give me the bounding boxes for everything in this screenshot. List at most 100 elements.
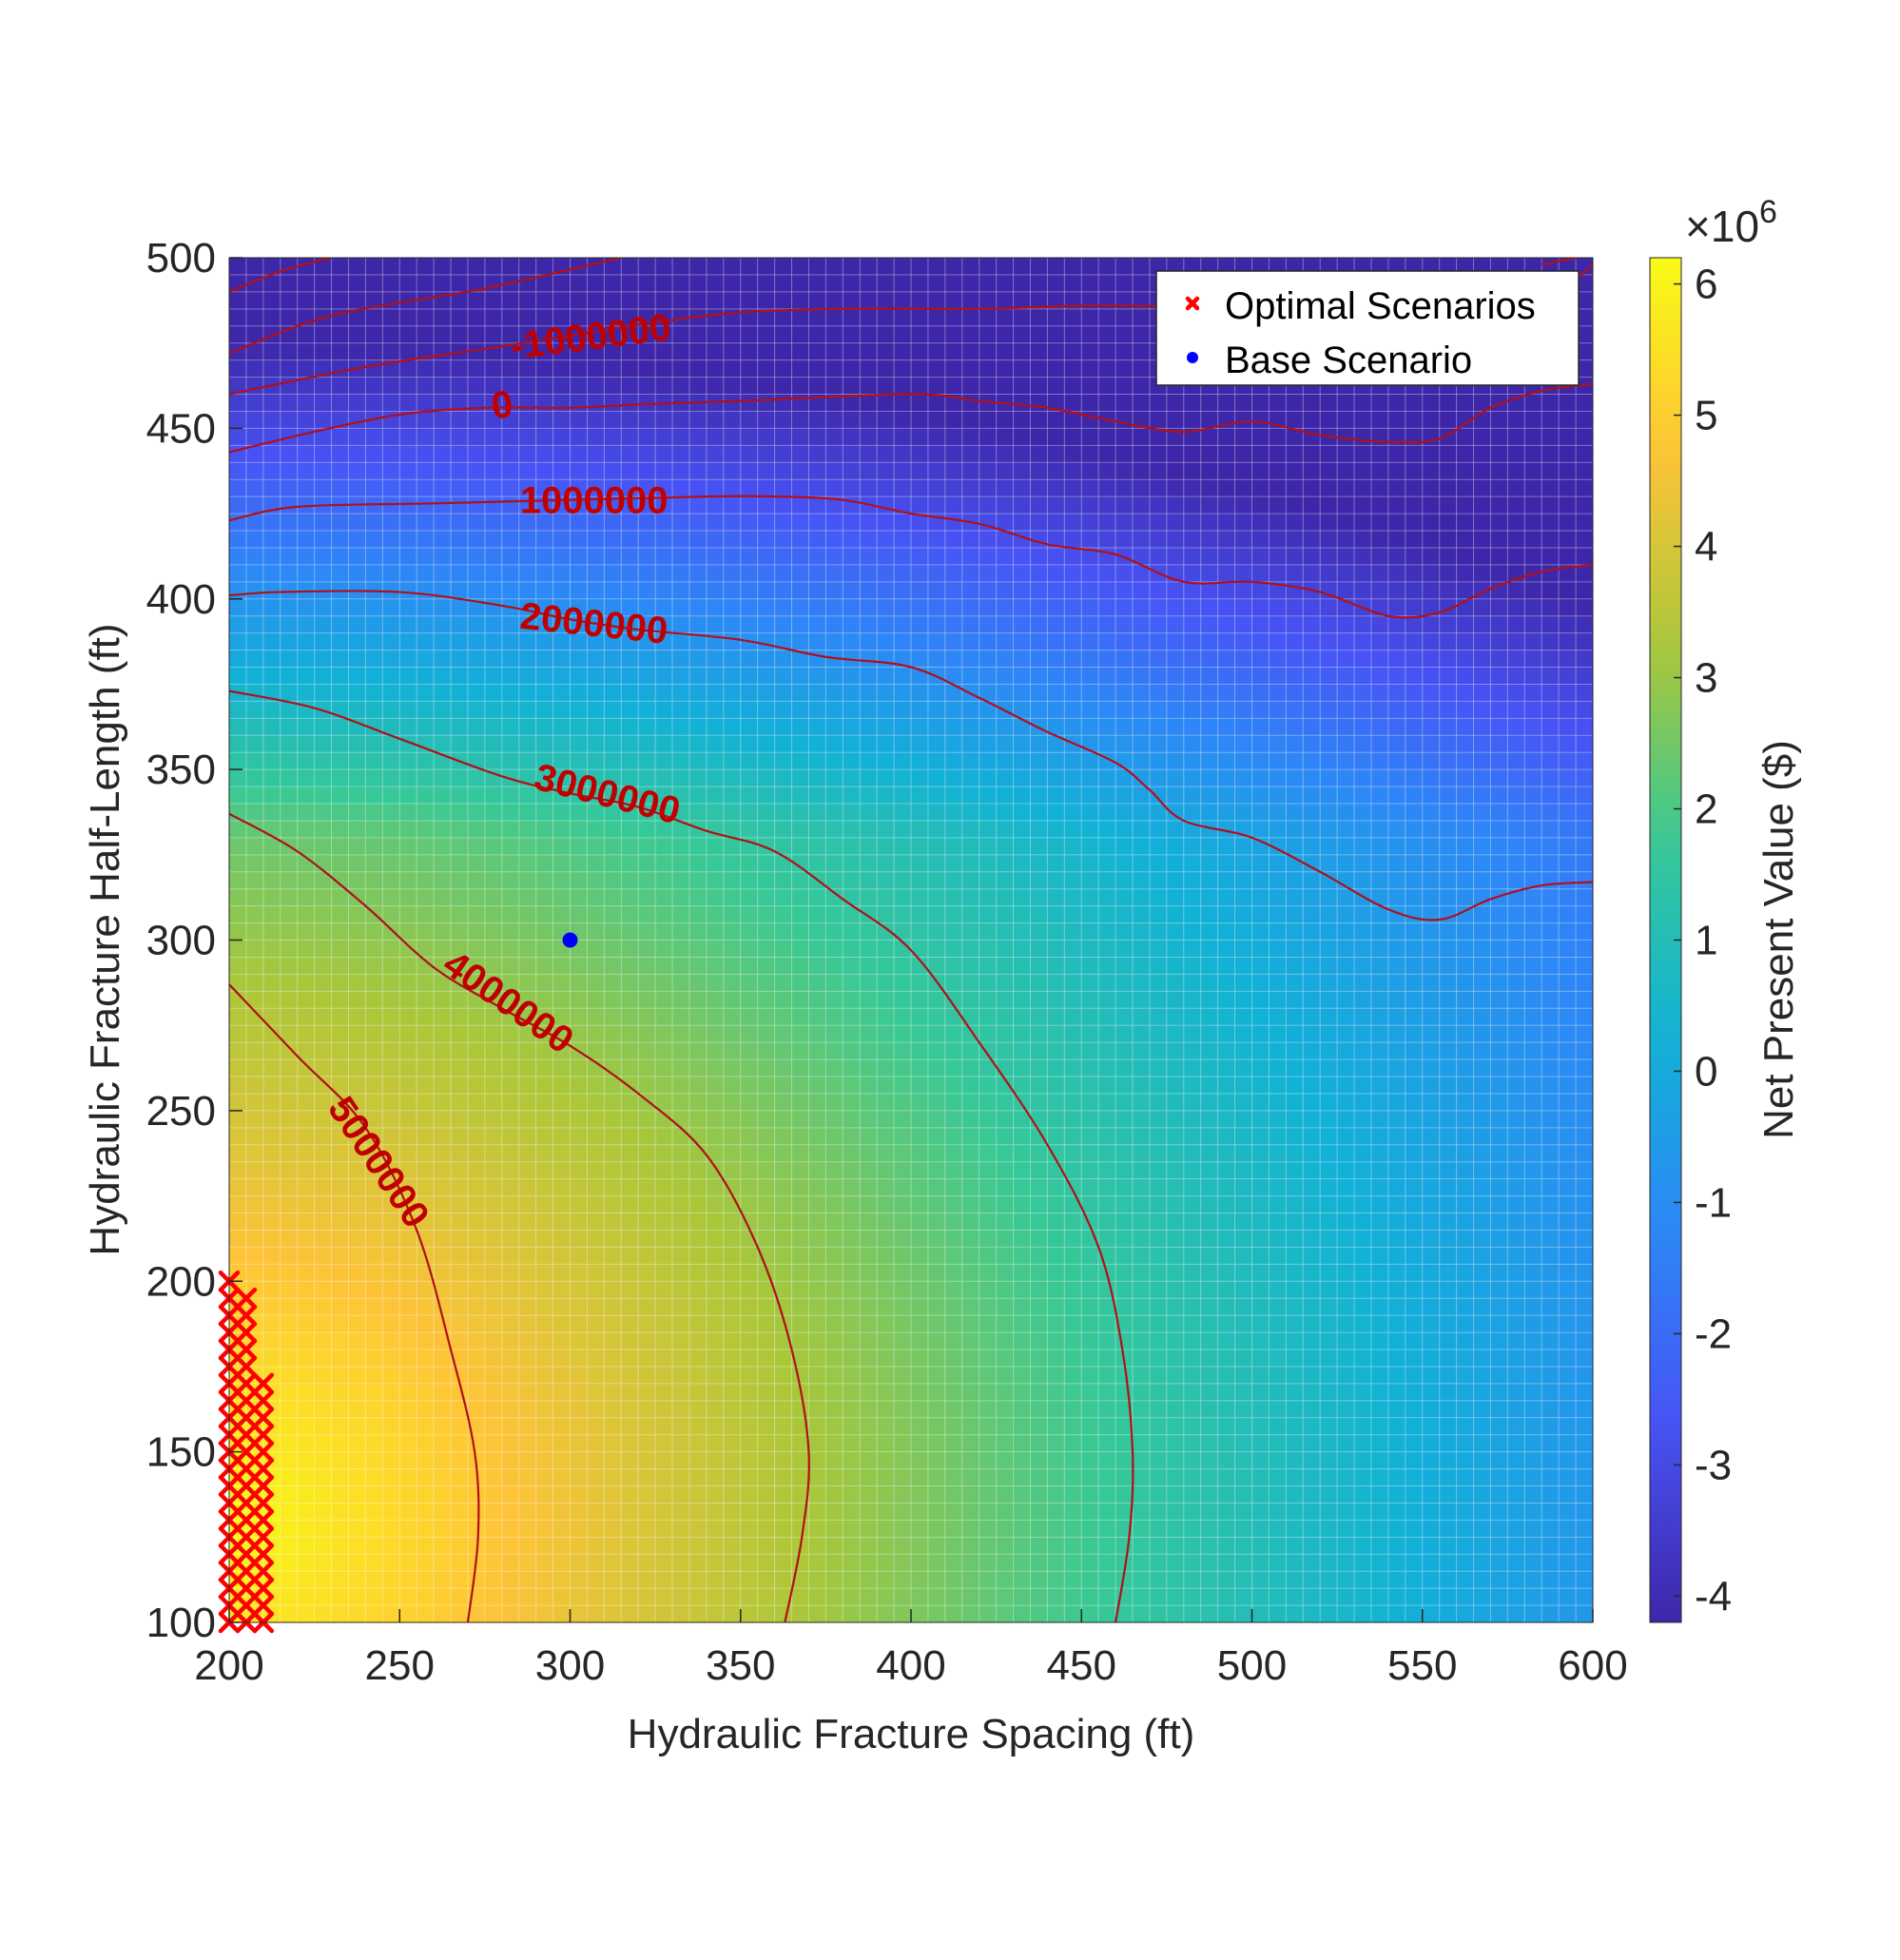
legend-entry-optimal: Optimal Scenarios [1185,285,1536,327]
colorbar-tick-label: 6 [1695,262,1717,308]
optimal-scenario-marker [252,1577,275,1600]
y-tick-label: 350 [146,747,216,793]
contour-label-text: 1000000 [520,480,669,522]
optimal-scenario-marker [252,1492,275,1514]
x-tick-label: 350 [706,1642,775,1689]
legend-entry-base: Base Scenario [1187,340,1472,381]
optimal-scenario-marker [235,1577,258,1600]
y-tick-label: 400 [146,576,216,623]
optimal-scenario-marker [235,1372,258,1395]
y-tick-label: 450 [146,405,216,452]
x-axis-label: Hydraulic Fracture Spacing (ft) [628,1711,1195,1757]
contour-line-5 [229,495,1593,619]
optimal-scenario-marker [235,1594,258,1617]
contour-lines [229,258,1593,1622]
colorbar-exponent: ×106 [1685,194,1777,251]
legend-x-glyph [1185,296,1200,311]
optimal-scenario-marker [235,1304,258,1327]
colorbar-tick-label: 2 [1695,786,1717,833]
optimal-scenario-marker [235,1441,258,1463]
contour-label-2: 1000000 [520,480,669,522]
colorbar-tick-label: 4 [1695,524,1717,571]
optimal-scenario-marker [235,1424,258,1446]
contour-line-0 [229,258,332,293]
colorbar-tick-label: 1 [1695,918,1717,964]
optimal-scenario-marker [252,1441,275,1463]
contour-line-6 [229,590,1593,922]
optimal-scenario-marker [235,1458,258,1480]
optimal-scenario-marker [235,1560,258,1582]
x-axis-ticks: 200 250 300 350 400 450 500 550 600 [194,1609,1628,1689]
optimal-scenario-marker [252,1389,275,1412]
x-tick-label: 500 [1217,1642,1287,1689]
colorbar-tick-label: -2 [1695,1310,1732,1357]
legend-label-base: Base Scenario [1225,340,1472,381]
colorbar-tick-label: -1 [1695,1179,1732,1226]
optimal-scenario-marker [252,1372,275,1395]
optimal-scenario-marker [235,1321,258,1344]
optimal-scenario-marker [235,1407,258,1428]
legend-x-marker [1185,296,1200,311]
colorbar-exponent-power: 6 [1759,194,1777,230]
x-tick-label: 200 [194,1642,263,1689]
x-tick-label: 300 [535,1642,605,1689]
optimal-scenario-marker [235,1287,258,1310]
legend-dot-marker [1187,352,1198,363]
contour-line-7 [229,689,1134,1622]
optimal-scenario-marker [252,1407,275,1428]
y-tick-label: 500 [146,235,216,281]
contour-line-3 [1541,258,1581,266]
contour-line-9 [229,983,480,1622]
colorbar-exponent-base: ×10 [1685,202,1759,251]
optimal-scenario-marker [235,1475,258,1497]
optimal-scenario-marker [235,1526,258,1548]
contour-label-text: 0 [490,383,514,427]
y-tick-label: 200 [146,1258,216,1305]
colorbar-label: Net Present Value ($) [1755,740,1802,1139]
optimal-scenario-marker [252,1543,275,1565]
optimal-scenario-marker [252,1526,275,1548]
contour-line-4 [229,382,1593,454]
optimal-scenario-marker [235,1338,258,1361]
y-axis-label: Hydraulic Fracture Half-Length (ft) [82,623,128,1255]
y-tick-label: 150 [146,1429,216,1476]
optimal-scenario-marker [252,1509,275,1531]
optimal-scenario-marker [252,1560,275,1582]
colorbar-tick-label: 0 [1695,1048,1717,1095]
optimal-scenario-marker [252,1594,275,1617]
colorbar-ticks: -4 -3 -2 -1 0 1 2 3 4 5 6 [1674,262,1732,1620]
legend-box [1155,270,1580,386]
base-scenario-marker [562,932,578,948]
optimal-scenario-marker [235,1355,258,1378]
x-tick-label: 550 [1387,1642,1457,1689]
optimal-scenario-marker [235,1492,258,1514]
legend: Optimal Scenarios Base Scenario [1155,270,1580,386]
colorbar-tick-label: -4 [1695,1573,1732,1620]
contour-label-1: 0 [490,383,514,427]
colorbar-tick-label: 3 [1695,655,1717,702]
optimal-scenario-marker [235,1543,258,1565]
contour-line-1 [229,258,622,355]
legend-label-optimal: Optimal Scenarios [1225,285,1536,327]
heatmap-grid [229,258,1593,1622]
optimal-scenario-marker [252,1424,275,1446]
x-tick-label: 600 [1558,1642,1627,1689]
contour-line-8 [229,812,810,1622]
optimal-scenario-marker [252,1475,275,1497]
optimal-scenario-marker [252,1458,275,1480]
y-tick-label: 300 [146,918,216,964]
base-scenario-dot [562,932,578,948]
colorbar-tick-label: -3 [1695,1442,1732,1488]
optimal-scenario-marker [235,1509,258,1531]
x-tick-label: 250 [365,1642,435,1689]
y-axis-ticks: 100 150 200 250 300 350 400 450 500 [146,235,242,1646]
plot-area: -100000001000000200000030000004000000500… [218,258,1593,1634]
y-tick-label: 100 [146,1600,216,1646]
x-tick-label: 400 [876,1642,945,1689]
colorbar-tick-label: 5 [1695,393,1717,439]
y-tick-label: 250 [146,1088,216,1135]
x-tick-label: 450 [1047,1642,1116,1689]
optimal-scenario-marker [235,1389,258,1412]
